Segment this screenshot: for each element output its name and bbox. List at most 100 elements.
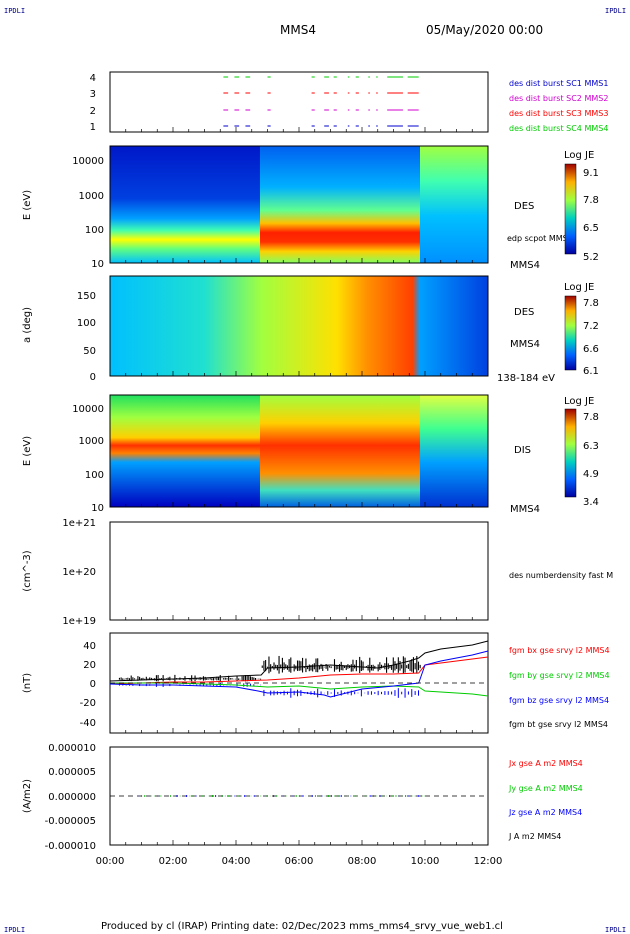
spacecraft-title: MMS4 [280, 23, 316, 37]
dis-cb-tick-3: 4.9 [583, 469, 599, 480]
current-ytick-p10: 0.000010 [48, 743, 96, 754]
xtick-1200: 12:00 [474, 856, 503, 867]
burst-legend-mms4: des dist burst SC4 MMS4 [509, 124, 608, 133]
xtick-0200: 02:00 [159, 856, 188, 867]
des-colorbar [564, 163, 577, 255]
density-frame [109, 521, 489, 621]
panel-current: 0.000010 0.000005 0.000000 -0.000005 -0.… [22, 743, 583, 852]
current-ytick-p5: 0.000005 [48, 767, 96, 778]
dis-ytick-1000: 1000 [79, 436, 104, 447]
burst-ytick-4: 4 [90, 73, 96, 84]
panel-dis-energy: 10000 1000 100 10 E (eV) DIS MMS4 Log JE… [22, 394, 599, 515]
des-region-middle [260, 146, 420, 263]
des-cb-tick-4: 5.2 [583, 252, 599, 263]
dis-colorbar-title: Log JE [564, 396, 594, 407]
dis-ylabel: E (eV) [22, 436, 33, 466]
burst-ytick-3: 3 [90, 89, 96, 100]
des-ytick-1000: 1000 [79, 191, 104, 202]
des-colorbar-title: Log JE [564, 150, 594, 161]
pitch-ytick-100: 100 [77, 318, 96, 329]
density-ylabel: (cm^-3) [22, 550, 33, 591]
burst-ytick-2: 2 [90, 106, 96, 117]
current-legend-jz: Jz gse A m2 MMS4 [508, 808, 582, 817]
dis-region-late [420, 395, 488, 507]
burst-legend-mms2: des dist burst SC2 MMS2 [509, 94, 608, 103]
dis-colorbar [564, 408, 577, 498]
dis-region-early [110, 395, 260, 507]
dis-bottom-label: MMS4 [510, 504, 540, 515]
current-legend-jy: Jy gse A m2 MMS4 [508, 784, 583, 793]
bfield-legend-by: fgm by gse srvy l2 MMS4 [509, 671, 610, 680]
corner-mark-bottom-left: IPDLI [4, 926, 25, 934]
bfield-ytick-40: 40 [83, 641, 96, 652]
density-ytick-1e19: 1e+19 [62, 616, 96, 627]
panel-des-energy: 10000 1000 100 10 E (eV) DES edp scpot M… [22, 145, 599, 271]
dis-ytick-10: 10 [91, 503, 104, 514]
pitch-ylabel: a (deg) [22, 307, 33, 343]
bfield-ylabel: (nT) [22, 673, 33, 693]
des-ytick-10000: 10000 [72, 156, 104, 167]
current-legend-j: J A m2 MMS4 [508, 832, 561, 841]
dis-cb-tick-4: 3.4 [583, 497, 599, 508]
footer-text: Produced by cl (IRAP) Printing date: 02/… [101, 921, 503, 932]
bfield-ytick-20: 20 [83, 660, 96, 671]
corner-mark-top-right: IPDLI [605, 7, 626, 15]
burst-legend-mms1: des dist burst SC1 MMS1 [509, 79, 608, 88]
panel-burst-frame [109, 71, 489, 133]
des-cb-tick-3: 6.5 [583, 223, 599, 234]
xtick-1000: 10:00 [411, 856, 440, 867]
des-region-late [420, 146, 488, 263]
des-bottom-label: MMS4 [510, 260, 540, 271]
density-ytick-1e21: 1e+21 [62, 518, 96, 529]
panel-bfield: 40 20 0 -20 -40 (nT) fgm bx gse srvy l2 … [22, 632, 610, 734]
bfield-ytick-m20: -20 [80, 698, 96, 709]
bfield-series-2 [110, 682, 489, 697]
current-ytick-m5: -0.000005 [45, 816, 96, 827]
dis-side-label: DIS [514, 445, 531, 456]
pitch-cb-tick-2: 7.2 [583, 321, 599, 332]
pitch-cb-tick-1: 7.8 [583, 298, 599, 309]
bfield-ytick-0: 0 [90, 679, 96, 690]
current-ylabel: (A/m2) [22, 779, 33, 813]
pitch-side-label-2: MMS4 [510, 339, 540, 350]
des-cb-tick-2: 7.8 [583, 195, 599, 206]
current-ytick-m10: -0.000010 [45, 841, 96, 852]
pitch-cb-tick-4: 6.1 [583, 366, 599, 377]
dis-ytick-100: 100 [85, 470, 104, 481]
current-ytick-0: 0.000000 [48, 792, 96, 803]
des-ytick-100: 100 [85, 225, 104, 236]
density-ytick-1e20: 1e+20 [62, 567, 96, 578]
des-scpot-label: edp scpot MMS4 [507, 234, 573, 243]
pitch-colorbar [564, 295, 577, 371]
date-title: 05/May/2020 00:00 [426, 23, 543, 37]
panel-des-pitch: 150 100 50 0 a (deg) DES MMS4 138-184 eV… [22, 275, 599, 384]
bfield-series-3 [109, 650, 489, 698]
xtick-0000: 00:00 [96, 856, 125, 867]
xtick-0800: 08:00 [348, 856, 377, 867]
dis-cb-tick-1: 7.8 [583, 412, 599, 423]
pitch-ytick-0: 0 [90, 372, 96, 383]
pitch-colorbar-title: Log JE [564, 282, 594, 293]
corner-mark-bottom-right: IPDLI [605, 926, 626, 934]
bfield-legend-bt: fgm bt gse srvy l2 MMS4 [509, 720, 608, 729]
panel-burst: 4 3 2 1 des dist burst SC1 MMS1 des dist… [90, 71, 608, 133]
dis-ytick-10000: 10000 [72, 404, 104, 415]
pitch-fill [110, 276, 488, 376]
des-cb-tick-1: 9.1 [583, 168, 599, 179]
bfield-series-0 [109, 640, 489, 682]
bfield-ytick-m40: -40 [80, 718, 96, 729]
des-ylabel: E (eV) [22, 190, 33, 220]
xtick-0600: 06:00 [285, 856, 314, 867]
des-side-label: DES [514, 201, 534, 212]
burst-legend-mms3: des dist burst SC3 MMS3 [509, 109, 608, 118]
bfield-legend-bz: fgm bz gse srvy l2 MMS4 [509, 696, 609, 705]
pitch-cb-tick-3: 6.6 [583, 344, 599, 355]
panel-density: 1e+21 1e+20 1e+19 (cm^-3) des numberdens… [22, 518, 613, 627]
current-legend-jx: Jx gse A m2 MMS4 [508, 759, 583, 768]
dis-cb-tick-2: 6.3 [583, 441, 599, 452]
pitch-side-label: DES [514, 307, 534, 318]
des-region-early [110, 146, 260, 263]
bfield-legend-bx: fgm bx gse srvy l2 MMS4 [509, 646, 610, 655]
pitch-ytick-50: 50 [83, 346, 96, 357]
